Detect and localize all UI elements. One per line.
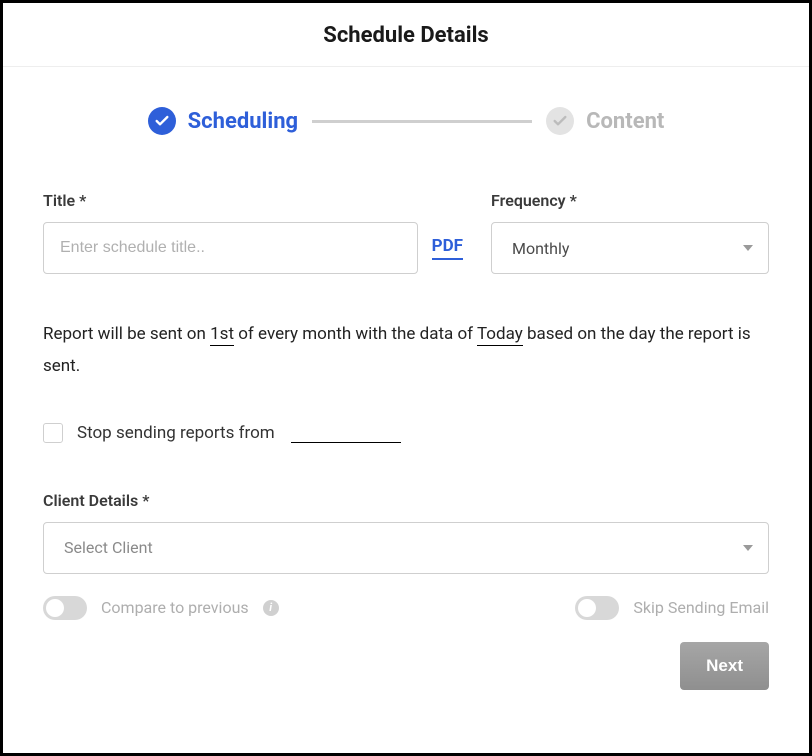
check-icon [546,107,574,135]
footer-row: Next [43,642,769,690]
compare-label: Compare to previous [101,598,249,617]
title-frequency-row: Title * PDF Frequency * Monthly [43,191,769,274]
check-icon [148,107,176,135]
schedule-summary-text: Report will be sent on 1st of every mont… [43,318,769,383]
frequency-value: Monthly [491,222,769,274]
range-selector[interactable]: Today [477,324,523,346]
skip-email-label: Skip Sending Email [633,598,769,617]
title-group: Title * PDF [43,191,463,274]
day-selector[interactable]: 1st [210,324,234,346]
frequency-label: Frequency * [491,191,769,210]
summary-prefix: Report will be sent on [43,324,210,344]
step-scheduling[interactable]: Scheduling [148,107,298,135]
toggle-row: Compare to previous i Skip Sending Email [43,596,769,620]
client-placeholder: Select Client [64,538,153,557]
summary-middle: of every month with the data of [234,324,477,344]
stop-sending-date-input[interactable] [291,423,401,443]
next-button[interactable]: Next [680,642,769,690]
frequency-select[interactable]: Monthly [491,222,769,274]
step-label: Scheduling [188,109,298,134]
stop-sending-checkbox[interactable] [43,423,63,443]
step-content[interactable]: Content [546,107,664,135]
client-value: Select Client [43,522,769,574]
title-label: Title * [43,191,463,210]
frequency-group: Frequency * Monthly [491,191,769,274]
schedule-details-modal: Schedule Details Scheduling Content Titl… [0,0,812,756]
skip-email-toggle-item: Skip Sending Email [575,596,769,620]
modal-title: Schedule Details [3,23,809,48]
chevron-down-icon [743,245,753,251]
modal-header: Schedule Details [3,3,809,67]
client-label: Client Details * [43,491,769,510]
step-connector [312,120,532,123]
format-link[interactable]: PDF [432,236,463,260]
info-icon[interactable]: i [263,600,279,616]
stepper: Scheduling Content [43,107,769,135]
modal-body: Scheduling Content Title * PDF Frequency… [3,67,809,753]
compare-toggle-item: Compare to previous i [43,596,279,620]
title-input[interactable] [43,222,418,274]
client-group: Client Details * Select Client [43,491,769,574]
compare-toggle[interactable] [43,596,87,620]
title-input-row: PDF [43,222,463,274]
client-select[interactable]: Select Client [43,522,769,574]
stop-sending-row: Stop sending reports from [43,423,769,443]
chevron-down-icon [743,545,753,551]
skip-email-toggle[interactable] [575,596,619,620]
step-label: Content [586,109,664,134]
stop-sending-label: Stop sending reports from [77,423,275,443]
